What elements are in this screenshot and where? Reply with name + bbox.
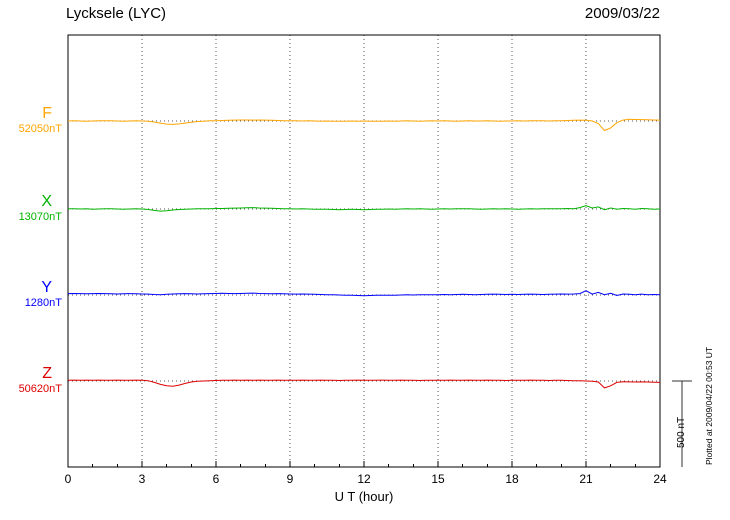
x-tick-label-6: 6 [212,472,220,486]
plotted-at-note: Plotted at 2009/04/22 00:53 UT [704,346,714,465]
x-tick-label-0: 0 [64,472,72,486]
trace-letter-Z: Z [42,365,52,382]
scale-bar-label: 500 nT [676,416,687,448]
trace-label-F: F 52050nT [0,106,62,136]
trace-label-Z: Z 50620nT [0,366,62,396]
plot-date: 2009/03/22 [584,5,660,22]
trace-baseline-X: 13070nT [18,211,62,223]
trace-letter-X: X [41,193,52,210]
x-tick-label-21: 21 [579,472,593,486]
trace-label-Y: Y 1280nT [0,280,62,310]
trace-label-X: X 13070nT [0,194,62,224]
trace-baseline-Z: 50620nT [18,383,62,395]
x-tick-label-15: 15 [431,472,445,486]
trace-letter-F: F [42,105,52,122]
x-tick-label-24: 24 [653,472,667,486]
trace-baseline-Y: 1280nT [24,297,62,309]
station-title: Lycksele (LYC) [66,5,167,22]
x-axis-label: U T (hour) [334,489,394,504]
trace-baseline-F: 52050nT [18,123,62,135]
trace-letter-Y: Y [41,279,52,296]
x-tick-label-9: 9 [286,472,294,486]
x-tick-label-3: 3 [138,472,146,486]
x-tick-label-18: 18 [505,472,519,486]
x-tick-label-12: 12 [357,472,371,486]
